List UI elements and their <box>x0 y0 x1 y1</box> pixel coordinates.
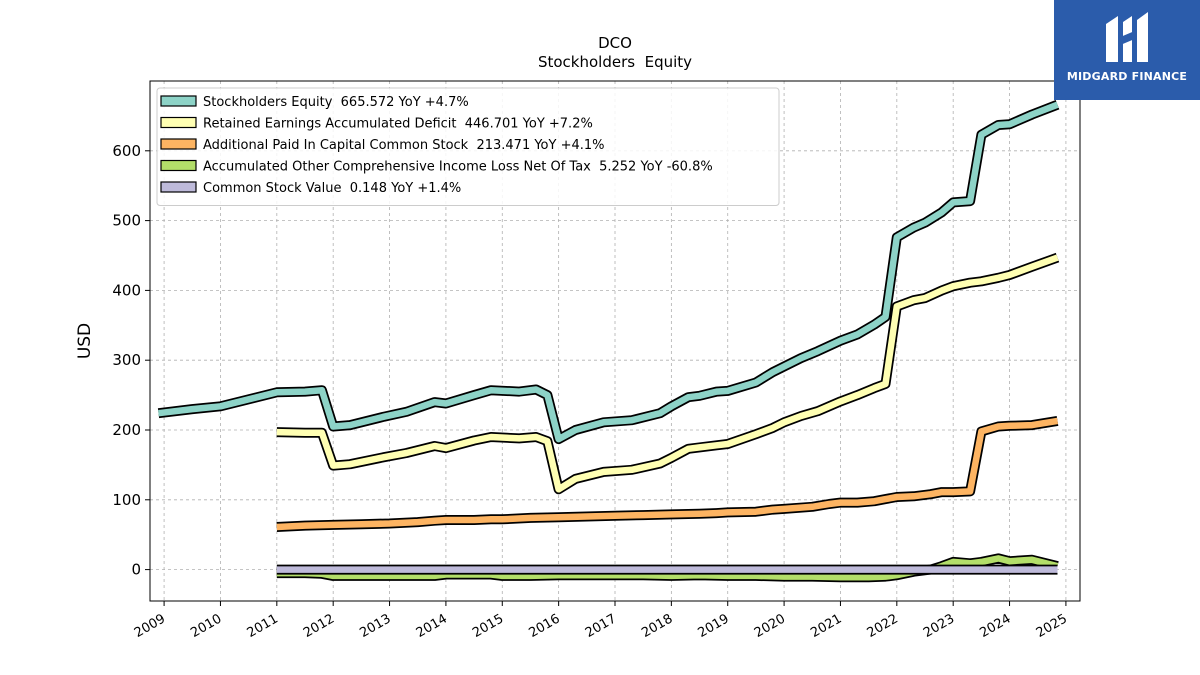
legend-entry-4: Common Stock Value 0.148 YoY +1.4% <box>203 181 461 196</box>
legend-swatch-4 <box>160 181 197 193</box>
y-tick-label: 200 <box>112 421 141 439</box>
x-tick-label: 2014 <box>414 611 450 641</box>
x-tick-label: 2020 <box>752 611 788 641</box>
series-line-2 <box>276 417 1059 531</box>
x-tick-label: 2017 <box>583 611 619 641</box>
y-tick-label: 400 <box>112 281 141 299</box>
logo-text: MIDGARD FINANCE <box>1066 70 1188 83</box>
chart-ticker: DCO <box>598 34 632 52</box>
x-tick-label: 2012 <box>301 611 337 641</box>
legend-box <box>156 87 780 206</box>
x-tick-label: 2015 <box>470 611 506 641</box>
series-outline-2 <box>276 415 1059 532</box>
legend-entry-3: Accumulated Other Comprehensive Income L… <box>203 160 713 175</box>
y-tick-label: 500 <box>112 212 141 230</box>
legend-swatch-2 <box>160 138 197 150</box>
y-tick-label: 0 <box>131 561 141 579</box>
legend-swatch-3 <box>160 159 197 172</box>
legend-entry-2: Additional Paid In Capital Common Stock … <box>203 138 605 153</box>
logo-mark-icon <box>1106 12 1148 62</box>
legend-swatch-0 <box>160 95 197 107</box>
logo: MIDGARD FINANCE <box>1054 0 1200 100</box>
legend-entry-1: Retained Earnings Accumulated Deficit 44… <box>203 117 593 132</box>
x-tick-label: 2009 <box>132 611 168 641</box>
x-tick-label: 2011 <box>245 611 281 641</box>
y-tick-label: 300 <box>112 351 141 369</box>
y-axis: 0 100 200 300 400 500 600 <box>112 142 150 579</box>
x-tick-label: 2025 <box>1034 611 1070 641</box>
y-tick-label: 600 <box>112 142 141 160</box>
x-tick-label: 2018 <box>639 611 675 641</box>
y-axis-label: USD <box>75 323 95 359</box>
legend: Stockholders Equity 665.572 YoY +4.7% Ret… <box>156 87 780 206</box>
x-tick-label: 2016 <box>526 611 562 641</box>
y-tick-label: 100 <box>112 491 141 509</box>
x-tick-label: 2022 <box>865 611 901 641</box>
legend-swatch-1 <box>160 116 197 129</box>
series-line-0 <box>158 101 1059 443</box>
legend-entry-0: Stockholders Equity 665.572 YoY +4.7% <box>203 95 469 110</box>
x-tick-label: 2021 <box>808 611 844 641</box>
chart-title: Stockholders Equity <box>538 53 692 71</box>
x-tick-label: 2010 <box>188 611 224 641</box>
series-line-3 <box>276 555 1059 581</box>
series-layer <box>157 100 1060 583</box>
x-tick-label: 2013 <box>357 611 393 641</box>
x-axis: 2009 2010 2011 2012 2013 2014 2015 2016 2017 2018… <box>132 601 1070 641</box>
series-line-1 <box>276 254 1059 493</box>
x-tick-label: 2023 <box>921 611 957 641</box>
x-tick-label: 2019 <box>696 611 732 641</box>
x-tick-label: 2024 <box>977 611 1013 641</box>
